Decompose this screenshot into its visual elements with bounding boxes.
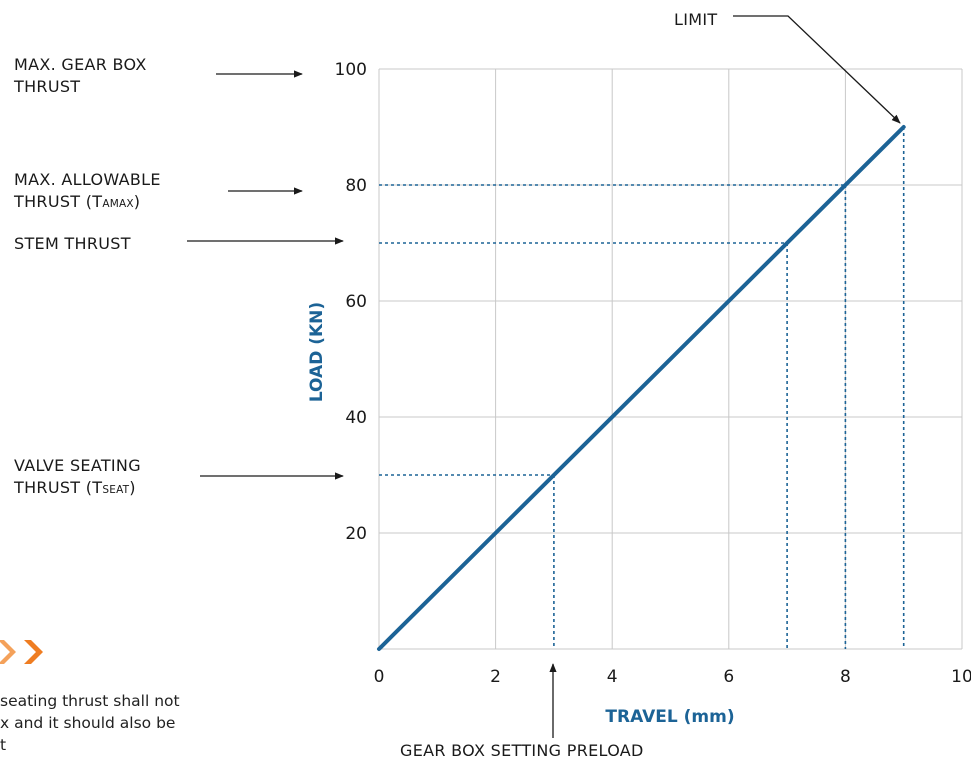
y-tick-label: 20: [345, 524, 367, 544]
y-tick-label: 80: [345, 176, 367, 196]
limit-label: LIMIT: [674, 10, 718, 29]
annotation-arrows: [187, 15, 901, 738]
double-chevron-right-icon: [0, 640, 43, 664]
max-allowable-thrust-label: MAX. ALLOWABLE THRUST (TAMAX): [14, 170, 161, 211]
x-tick-label: 4: [607, 667, 618, 687]
y-axis-label: LOAD (KN): [307, 302, 327, 402]
y-tick-label: 60: [345, 292, 367, 312]
x-tick-label: 8: [840, 667, 851, 687]
series-line-0: [377, 125, 906, 651]
x-axis-label: TRAVEL (mm): [605, 707, 734, 727]
x-tick-label: 2: [490, 667, 501, 687]
x-tick-label: 10: [951, 667, 971, 687]
valve-seating-thrust-label: VALVE SEATING THRUST (TSEAT): [14, 456, 141, 497]
x-tick-label: 6: [723, 667, 734, 687]
y-tick-label: 100: [335, 60, 367, 80]
note-text: seating thrust shall not x and it should…: [0, 692, 180, 754]
x-tick-label: 0: [374, 667, 385, 687]
gear-box-setting-preload-label: GEAR BOX SETTING PRELOAD: [400, 741, 644, 760]
stem-thrust-label: STEM THRUST: [14, 234, 131, 253]
y-tick-label: 40: [345, 408, 367, 428]
reference-lines: [379, 127, 905, 649]
tick-labels: 0 2 4 6 8 10 20 40 60 80 100: [335, 60, 971, 687]
series: [377, 125, 906, 651]
limit-arrow: [733, 15, 901, 124]
max-gear-box-thrust-label: MAX. GEAR BOX THRUST: [14, 55, 147, 96]
